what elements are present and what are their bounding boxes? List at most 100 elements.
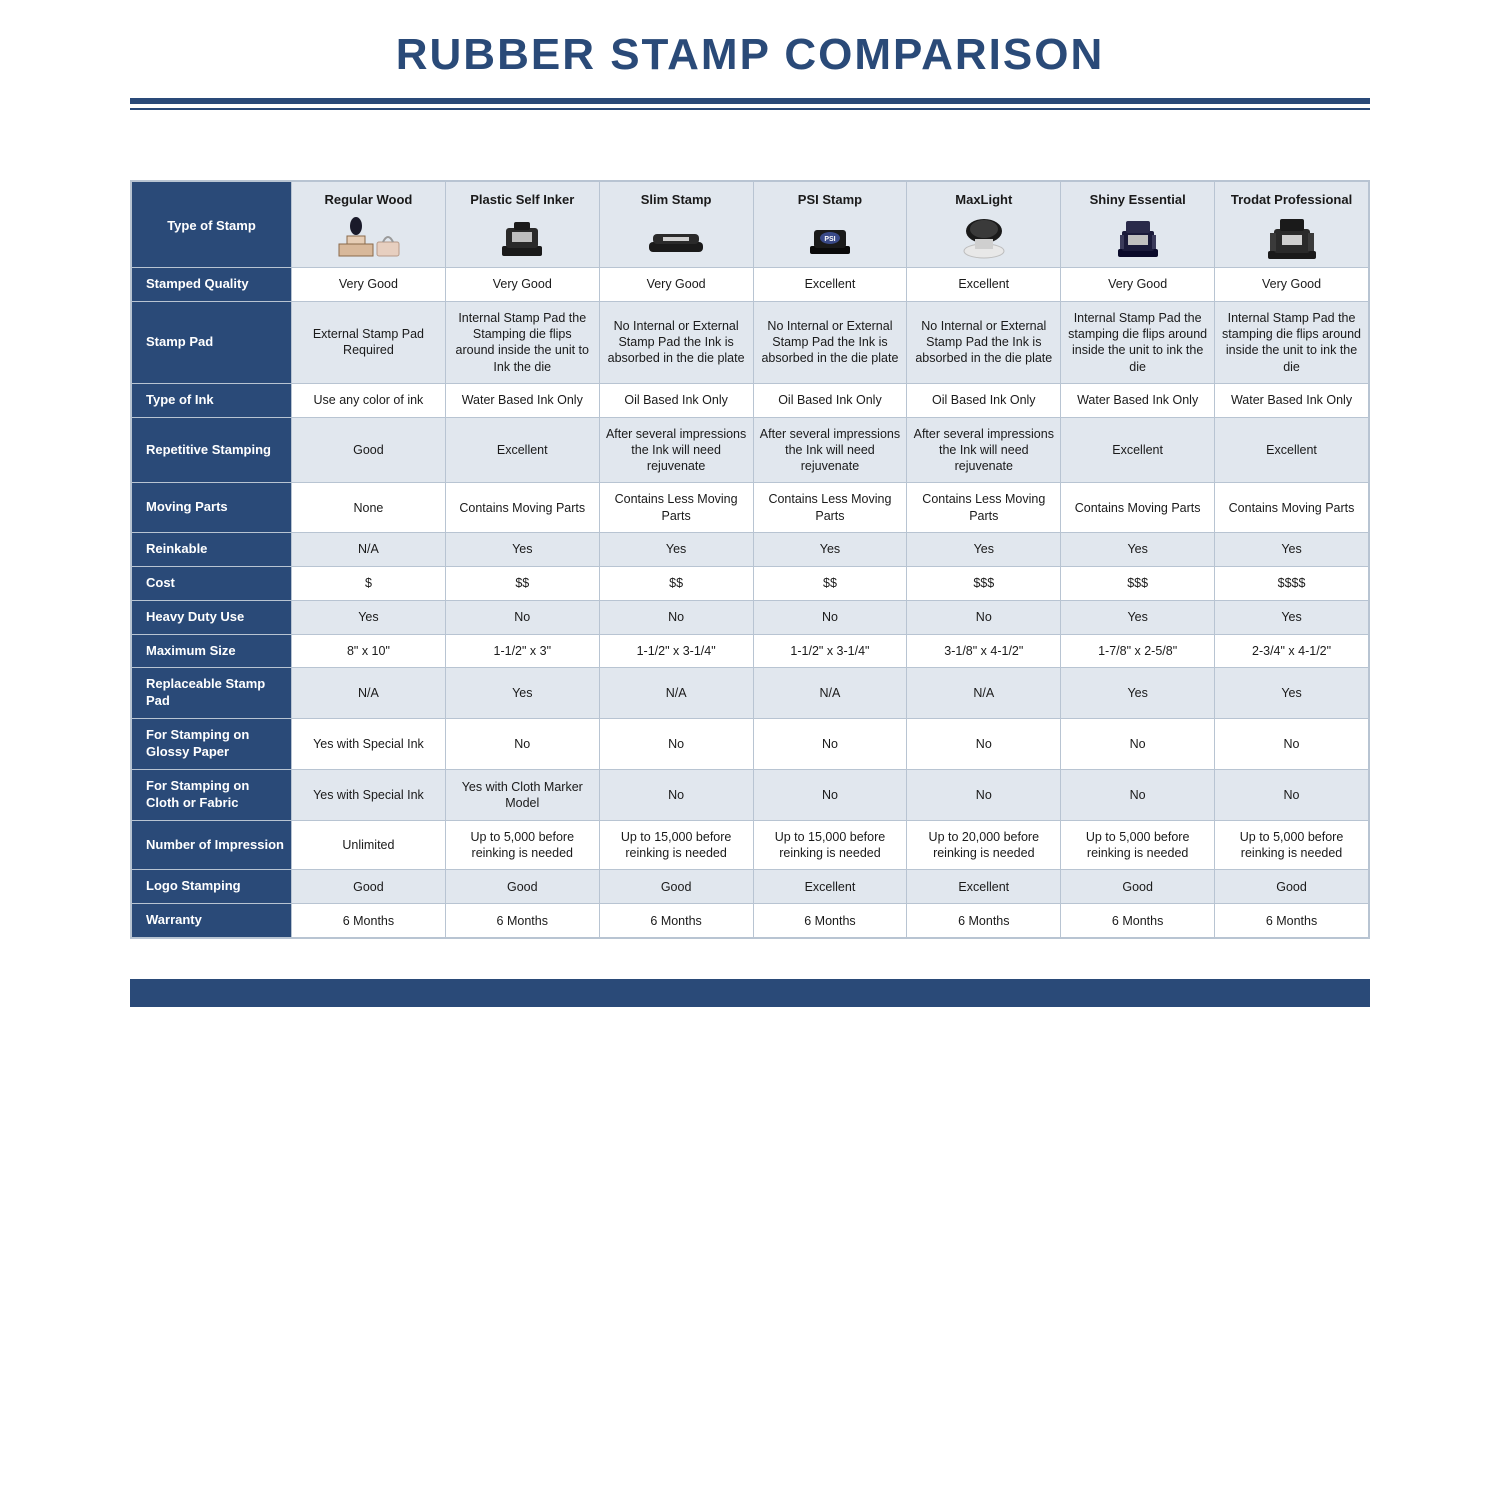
table-cell: Excellent bbox=[907, 267, 1061, 301]
table-cell: Excellent bbox=[753, 870, 907, 904]
table-body: Stamped QualityVery GoodVery GoodVery Go… bbox=[132, 267, 1369, 937]
table-cell: N/A bbox=[599, 668, 753, 719]
table-cell: 1-7/8" x 2-5/8" bbox=[1061, 634, 1215, 668]
table-cell: Excellent bbox=[753, 267, 907, 301]
table-cell: Up to 20,000 before reinking is needed bbox=[907, 820, 1061, 870]
table-cell: No bbox=[907, 719, 1061, 770]
comparison-table: Type of Stamp Regular Wood bbox=[131, 181, 1369, 938]
table-cell: N/A bbox=[292, 532, 446, 566]
table-cell: Internal Stamp Pad the Stamping die flip… bbox=[445, 301, 599, 383]
col-header-label: Trodat Professional bbox=[1219, 192, 1364, 209]
type-of-stamp-header: Type of Stamp bbox=[132, 182, 292, 268]
table-cell: 1-1/2" x 3" bbox=[445, 634, 599, 668]
table-cell: Yes with Special Ink bbox=[292, 719, 446, 770]
table-row: ReinkableN/AYesYesYesYesYesYes bbox=[132, 532, 1369, 566]
table-cell: Water Based Ink Only bbox=[1215, 383, 1369, 417]
col-header: Regular Wood bbox=[292, 182, 446, 268]
col-header-label: Regular Wood bbox=[296, 192, 441, 209]
table-cell: 1-1/2" x 3-1/4" bbox=[599, 634, 753, 668]
col-header: Slim Stamp bbox=[599, 182, 753, 268]
table-cell: Contains Less Moving Parts bbox=[907, 483, 1061, 533]
row-header: Cost bbox=[132, 566, 292, 600]
row-header: Stamped Quality bbox=[132, 267, 292, 301]
table-cell: Up to 5,000 before reinking is needed bbox=[1215, 820, 1369, 870]
table-cell: No bbox=[753, 600, 907, 634]
table-cell: Good bbox=[1061, 870, 1215, 904]
table-cell: Water Based Ink Only bbox=[1061, 383, 1215, 417]
row-header: Moving Parts bbox=[132, 483, 292, 533]
slim-stamp-icon bbox=[604, 215, 749, 261]
table-cell: $$ bbox=[599, 566, 753, 600]
table-row: Stamped QualityVery GoodVery GoodVery Go… bbox=[132, 267, 1369, 301]
table-cell: $ bbox=[292, 566, 446, 600]
table-cell: Yes bbox=[292, 600, 446, 634]
row-header: Type of Ink bbox=[132, 383, 292, 417]
table-cell: N/A bbox=[907, 668, 1061, 719]
table-cell: 6 Months bbox=[1215, 904, 1369, 938]
col-header-label: Slim Stamp bbox=[604, 192, 749, 209]
table-cell: No bbox=[1215, 719, 1369, 770]
psi-stamp-icon: PSI bbox=[758, 215, 903, 261]
table-cell: $$ bbox=[753, 566, 907, 600]
col-header: PSI Stamp PSI bbox=[753, 182, 907, 268]
table-cell: 6 Months bbox=[1061, 904, 1215, 938]
table-row: Logo StampingGoodGoodGoodExcellentExcell… bbox=[132, 870, 1369, 904]
row-header: For Stamping on Glossy Paper bbox=[132, 719, 292, 770]
table-cell: Good bbox=[599, 870, 753, 904]
table-row: Warranty6 Months6 Months6 Months6 Months… bbox=[132, 904, 1369, 938]
table-cell: Yes bbox=[445, 668, 599, 719]
table-cell: Yes bbox=[1061, 668, 1215, 719]
row-header: Heavy Duty Use bbox=[132, 600, 292, 634]
table-row: Cost$$$$$$$$$$$$$$$$$ bbox=[132, 566, 1369, 600]
table-cell: No bbox=[599, 600, 753, 634]
table-cell: Yes bbox=[907, 532, 1061, 566]
table-cell: Very Good bbox=[445, 267, 599, 301]
row-header: For Stamping on Cloth or Fabric bbox=[132, 770, 292, 821]
table-cell: 6 Months bbox=[599, 904, 753, 938]
row-header: Stamp Pad bbox=[132, 301, 292, 383]
table-cell: No Internal or External Stamp Pad the In… bbox=[753, 301, 907, 383]
table-cell: Very Good bbox=[599, 267, 753, 301]
table-cell: 6 Months bbox=[907, 904, 1061, 938]
table-cell: Yes bbox=[1215, 532, 1369, 566]
table-cell: Yes bbox=[1061, 532, 1215, 566]
table-cell: Very Good bbox=[1215, 267, 1369, 301]
table-cell: After several impressions the Ink will n… bbox=[907, 417, 1061, 483]
col-header-label: MaxLight bbox=[911, 192, 1056, 209]
table-cell: Up to 5,000 before reinking is needed bbox=[445, 820, 599, 870]
table-cell: $$$ bbox=[1061, 566, 1215, 600]
table-row: For Stamping on Glossy PaperYes with Spe… bbox=[132, 719, 1369, 770]
table-cell: Up to 5,000 before reinking is needed bbox=[1061, 820, 1215, 870]
footer-bar bbox=[130, 979, 1370, 1007]
table-cell: Contains Moving Parts bbox=[1061, 483, 1215, 533]
table-cell: Excellent bbox=[1061, 417, 1215, 483]
shiny-essential-icon bbox=[1065, 215, 1210, 261]
col-header: Plastic Self Inker bbox=[445, 182, 599, 268]
table-row: Type of InkUse any color of inkWater Bas… bbox=[132, 383, 1369, 417]
table-cell: After several impressions the Ink will n… bbox=[599, 417, 753, 483]
table-cell: Yes with Special Ink bbox=[292, 770, 446, 821]
table-cell: Excellent bbox=[445, 417, 599, 483]
table-cell: Contains Moving Parts bbox=[1215, 483, 1369, 533]
table-head: Type of Stamp Regular Wood bbox=[132, 182, 1369, 268]
table-row: Stamp PadExternal Stamp Pad RequiredInte… bbox=[132, 301, 1369, 383]
table-cell: Yes bbox=[753, 532, 907, 566]
col-header: MaxLight bbox=[907, 182, 1061, 268]
table-cell: N/A bbox=[292, 668, 446, 719]
table-cell: Up to 15,000 before reinking is needed bbox=[753, 820, 907, 870]
table-cell: 6 Months bbox=[753, 904, 907, 938]
table-cell: Yes bbox=[1215, 600, 1369, 634]
table-cell: Oil Based Ink Only bbox=[907, 383, 1061, 417]
table-cell: Contains Less Moving Parts bbox=[599, 483, 753, 533]
table-cell: Very Good bbox=[292, 267, 446, 301]
table-cell: No Internal or External Stamp Pad the In… bbox=[599, 301, 753, 383]
table-cell: Very Good bbox=[1061, 267, 1215, 301]
table-cell: Yes with Cloth Marker Model bbox=[445, 770, 599, 821]
table-cell: Yes bbox=[599, 532, 753, 566]
row-header: Repetitive Stamping bbox=[132, 417, 292, 483]
table-cell: 6 Months bbox=[292, 904, 446, 938]
table-cell: No bbox=[445, 600, 599, 634]
maxlight-stamp-icon bbox=[911, 215, 1056, 261]
table-cell: 1-1/2" x 3-1/4" bbox=[753, 634, 907, 668]
page-title: RUBBER STAMP COMPARISON bbox=[0, 30, 1500, 80]
